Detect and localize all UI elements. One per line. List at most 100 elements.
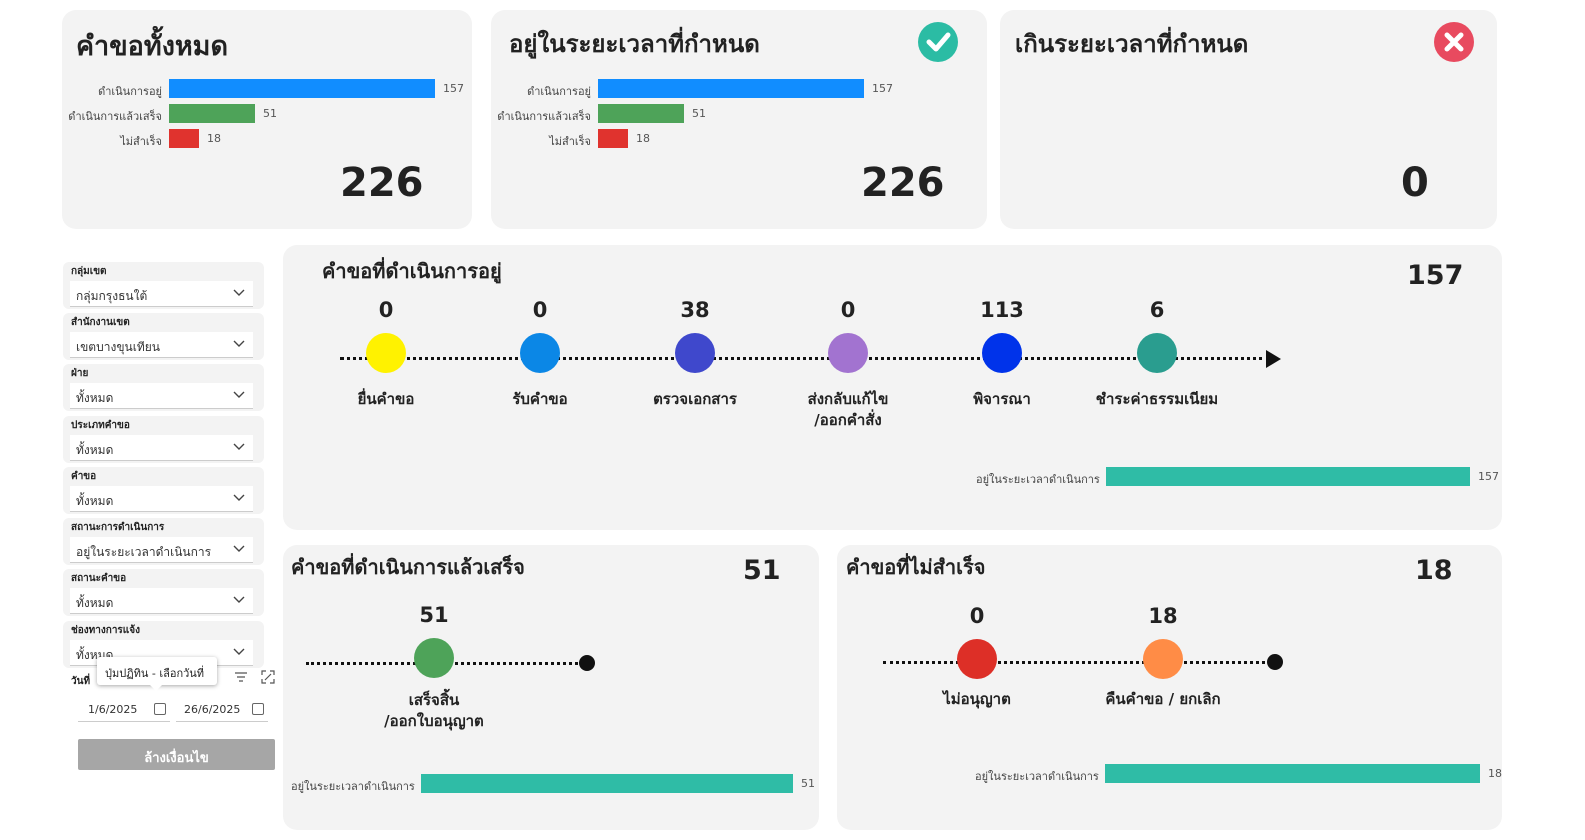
- filter-value: อยู่ในระยะเวลาดำเนินการ: [76, 545, 212, 559]
- filter-value: ทั้งหมด: [76, 596, 114, 610]
- filter-dropdown[interactable]: ทั้งหมด: [70, 588, 253, 614]
- filter-1: กลุ่มเขต กลุ่มกรุงธนใต้: [63, 262, 264, 309]
- stage-count: 18: [1148, 604, 1178, 628]
- clear-filters-label: ล้างเงื่อนไข: [144, 751, 209, 766]
- status-bar: [421, 774, 793, 793]
- stage-label: รับคำขอ: [512, 390, 568, 408]
- filter-2: สำนักงานเขตเขตบางขุนเทียน: [63, 313, 264, 360]
- stage-label: เสร็จสิ้น /ออกใบอนุญาต: [384, 691, 484, 730]
- tooltip-text: ปุ่มปฏิทิน - เลือกวันที่: [105, 667, 205, 680]
- filter-8: ช่องทางการแจ้ง ทั้งหมด: [63, 621, 264, 668]
- filter-label: ช่องทางการแจ้ง: [71, 625, 140, 636]
- filter-6: สถานะการดำเนินการอยู่ในระยะเวลาดำเนินการ: [63, 518, 264, 565]
- filter-label: ประเภทคำขอ: [71, 420, 130, 431]
- chevron-down-icon[interactable]: [231, 284, 247, 300]
- filter-dropdown[interactable]: ทั้งหมด: [70, 383, 253, 409]
- stage-label: ตรวจเอกสาร: [653, 390, 737, 408]
- check-icon: [918, 22, 958, 62]
- stage-count: 113: [980, 298, 1024, 322]
- bar: [169, 79, 435, 98]
- chevron-down-icon[interactable]: [231, 335, 247, 351]
- filter-icon[interactable]: [233, 669, 249, 683]
- stage-label: ยื่นคำขอ: [357, 390, 415, 408]
- stage-label: คืนคำขอ / ยกเลิก: [1105, 690, 1221, 708]
- ontime-count: 226: [861, 160, 945, 206]
- bar-value: 51: [692, 107, 706, 120]
- filter-7: สถานะคำขอ ทั้งหมด: [63, 569, 264, 616]
- bar: [169, 129, 199, 148]
- timeline-line: [883, 661, 1272, 664]
- card-title: เกินระยะเวลาที่กำหนด: [1015, 30, 1249, 58]
- bar-label: ดำเนินการแล้วเสร็จ: [497, 110, 591, 123]
- filter-4: ประเภทคำขอทั้งหมด: [63, 416, 264, 463]
- stage-dot: [1137, 333, 1177, 373]
- in-progress-count: 157: [1407, 260, 1464, 291]
- calendar-icon[interactable]: [252, 703, 264, 715]
- date-start-value: 1/6/2025: [88, 703, 138, 716]
- bar-label: ดำเนินการอยู่: [527, 85, 591, 98]
- failed-card: คำขอที่ไม่สำเร็จ 18 0 ไม่อนุญาต 18 คืนคำขอ …: [837, 545, 1502, 830]
- card-title: คำขอที่ดำเนินการแล้วเสร็จ: [291, 555, 525, 579]
- date-filter: วันที่ 1/6/2025 26/6/2025 ปุ่มปฏิทิน - เ…: [63, 657, 275, 729]
- status-bar: [1105, 764, 1480, 783]
- filter-dropdown[interactable]: ทั้งหมด: [70, 486, 253, 512]
- bar: [598, 104, 684, 123]
- overdue-count: 0: [1401, 160, 1429, 206]
- filter-label: สถานะการดำเนินการ: [71, 522, 165, 533]
- filter-label: คำขอ: [71, 471, 97, 482]
- chevron-down-icon[interactable]: [231, 643, 247, 659]
- chevron-down-icon[interactable]: [231, 438, 247, 454]
- overdue-card: เกินระยะเวลาที่กำหนด 0: [1000, 10, 1497, 229]
- calendar-icon[interactable]: [154, 703, 166, 715]
- status-bar: [1106, 467, 1470, 486]
- filter-dropdown[interactable]: เขตบางขุนเทียน: [70, 332, 253, 358]
- bar-value: 18: [207, 132, 221, 145]
- chevron-down-icon[interactable]: [231, 540, 247, 556]
- end-dot: [579, 655, 595, 671]
- filter-dropdown[interactable]: อยู่ในระยะเวลาดำเนินการ: [70, 537, 253, 563]
- filter-dropdown[interactable]: กลุ่มกรุงธนใต้: [70, 281, 253, 307]
- status-bar-label: อยู่ในระยะเวลาดำเนินการ: [975, 770, 1099, 783]
- filter-value: ทั้งหมด: [76, 443, 114, 457]
- chevron-down-icon[interactable]: [231, 591, 247, 607]
- bar-value: 51: [263, 107, 277, 120]
- filter-3: ฝ่าย ทั้งหมด: [63, 364, 264, 411]
- status-bar-value: 18: [1488, 767, 1502, 780]
- stage-dot: [1143, 639, 1183, 679]
- stage-count: 0: [840, 298, 856, 322]
- stage-label: ส่งกลับแก้ไข /ออกคำสั่ง: [807, 390, 889, 429]
- chevron-down-icon[interactable]: [231, 386, 247, 402]
- bar-value: 157: [443, 82, 464, 95]
- filter-value: ทั้งหมด: [76, 391, 114, 405]
- chevron-down-icon[interactable]: [231, 489, 247, 505]
- bar: [598, 129, 628, 148]
- bar-label: ไม่สำเร็จ: [120, 135, 162, 148]
- stage-label: พิจารณา: [973, 390, 1031, 408]
- stage-dot: [414, 638, 454, 678]
- ontime-card: อยู่ในระยะเวลาที่กำหนด ดำเนินการอยู่ 157 ด…: [491, 10, 987, 229]
- status-bar-value: 51: [801, 777, 815, 790]
- card-title: คำขอทั้งหมด: [76, 31, 229, 62]
- bar: [598, 79, 864, 98]
- completed-card: คำขอที่ดำเนินการแล้วเสร็จ 51 51 เสร็จสิ้น…: [283, 545, 819, 830]
- stage-count: 0: [532, 298, 548, 322]
- stage-dot: [982, 333, 1022, 373]
- status-bar-value: 157: [1478, 470, 1499, 483]
- status-bar-label: อยู่ในระยะเวลาดำเนินการ: [976, 473, 1100, 486]
- date-start-field[interactable]: 1/6/2025: [78, 698, 170, 722]
- date-end-value: 26/6/2025: [184, 703, 241, 716]
- calendar-tooltip: ปุ่มปฏิทิน - เลือกวันที่: [97, 657, 217, 691]
- card-title: คำขอที่ดำเนินการอยู่: [322, 259, 502, 283]
- stage-count: 0: [378, 298, 394, 322]
- stage-count: 38: [680, 298, 710, 322]
- stage-dot: [828, 333, 868, 373]
- clear-filters-button[interactable]: ล้างเงื่อนไข: [78, 739, 275, 770]
- filter-5: คำขอทั้งหมด: [63, 467, 264, 514]
- filter-label: สำนักงานเขต: [71, 317, 130, 328]
- expand-icon[interactable]: [261, 669, 275, 684]
- date-end-field[interactable]: 26/6/2025: [176, 698, 268, 722]
- filter-dropdown[interactable]: ทั้งหมด: [70, 435, 253, 461]
- total-requests-card: คำขอทั้งหมด ดำเนินการอยู่ 157 ดำเนินการแล้…: [62, 10, 472, 229]
- end-dot: [1267, 654, 1283, 670]
- total-count: 226: [340, 160, 424, 206]
